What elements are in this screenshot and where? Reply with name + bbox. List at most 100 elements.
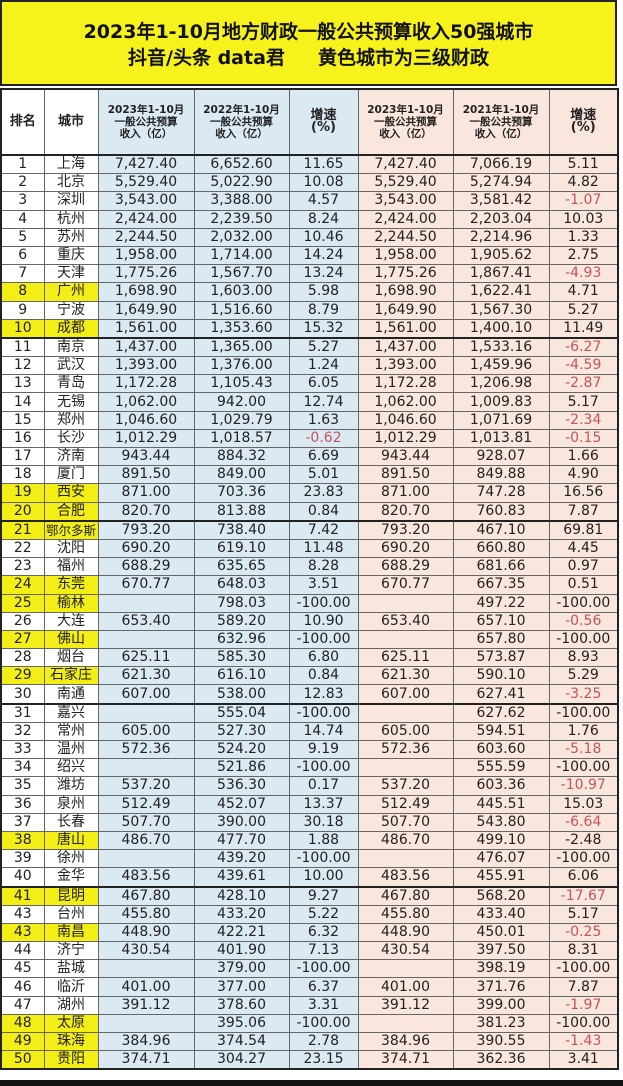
growth-2022-cell: -100.00	[288, 758, 359, 778]
rank-cell: 18	[0, 465, 45, 485]
table-row: 40 金华 483.56 439.61 10.00 483.56 455.91 6.06	[0, 867, 619, 887]
rev-2021-cell: 555.59	[452, 758, 550, 778]
rev-2022-cell: 798.03	[193, 593, 290, 613]
rev-2022-cell: 439.61	[193, 867, 290, 887]
rev-2022-cell: 401.90	[193, 941, 290, 961]
rev-2021-cell: 603.36	[452, 776, 550, 796]
header-row: 排名 城市 2023年1-10月 一般公共预算 收入（亿） 2022年1-10月…	[0, 88, 619, 156]
growth-2022-cell: 8.24	[288, 209, 359, 229]
growth-2022-cell: 7.42	[288, 519, 359, 540]
rev-2021-cell: 476.07	[452, 849, 550, 869]
table-row: 7 天津 1,775.26 1,567.70 13.24 1,775.26 1,867.41…	[0, 264, 619, 284]
growth-2022-cell: 13.37	[288, 794, 359, 814]
rev-2023-cell: 401.00	[97, 977, 195, 997]
rev-2021-cell: 747.28	[452, 483, 550, 503]
table-row: 14 无锡 1,062.00 942.00 12.74 1,062.00 1,009.83 5…	[0, 392, 619, 412]
rev-2023-cell	[97, 629, 195, 650]
table-row: 2 北京 5,529.40 5,022.90 10.08 5,529.40 5,274.94…	[0, 173, 619, 193]
rev-2023b-cell: 1,698.90	[357, 282, 454, 302]
city-cell: 宁波	[43, 300, 99, 320]
rank-cell: 10	[0, 318, 45, 339]
rev-2021-cell: 397.50	[452, 941, 550, 961]
growth-2021-cell: 4.45	[548, 538, 619, 559]
rank-cell: 32	[0, 721, 45, 742]
rev-2023b-cell: 1,012.29	[357, 428, 454, 449]
rank-cell: 50	[0, 1050, 45, 1070]
rev-2023b-cell: 486.70	[357, 830, 454, 851]
city-cell: 东莞	[43, 575, 99, 595]
growth-2022-cell: 23.15	[288, 1050, 359, 1070]
growth-2022-cell: 11.48	[288, 538, 359, 559]
header-2021-revenue: 2021年1-10月 一般公共预算 收入（亿）	[452, 88, 550, 156]
table-row: 8 广州 1,698.90 1,603.00 5.98 1,698.90 1,622.41 4…	[0, 282, 619, 302]
bottom-bar	[0, 1080, 623, 1086]
growth-2022-cell: 7.13	[288, 941, 359, 961]
growth-2022-cell: 6.32	[288, 922, 359, 943]
rev-2021-cell: 543.80	[452, 812, 550, 832]
rev-2021-cell: 390.55	[452, 1031, 550, 1052]
growth-2022-cell: 14.24	[288, 245, 359, 266]
rev-2023-cell: 653.40	[97, 611, 195, 631]
rev-2022-cell: 589.20	[193, 611, 290, 631]
rev-2023b-cell: 374.71	[357, 1050, 454, 1070]
growth-2021-cell: 5.17	[548, 904, 619, 924]
city-cell: 南昌	[43, 922, 99, 943]
table-row: 12 武汉 1,393.00 1,376.00 1.24 1,393.00 1,459.96…	[0, 356, 619, 376]
growth-2021-cell: 1.66	[548, 446, 619, 467]
city-cell: 贵阳	[43, 1050, 99, 1070]
rev-2023b-cell	[357, 1013, 454, 1034]
table-row: 19 西安 871.00 703.36 23.83 871.00 747.28 16.56	[0, 483, 619, 503]
growth-2021-cell: -100.00	[548, 1013, 619, 1034]
growth-2021-cell: -0.25	[548, 922, 619, 943]
rev-2023-cell: 871.00	[97, 483, 195, 503]
rev-2021-cell: 590.10	[452, 666, 550, 686]
table-row: 17 济南 943.44 884.32 6.69 943.44 928.07 1.66	[0, 446, 619, 467]
city-cell: 大连	[43, 611, 99, 631]
rev-2023b-cell: 7,427.40	[357, 154, 454, 175]
rev-2021-cell: 399.00	[452, 995, 550, 1015]
table-row: 10 成都 1,561.00 1,353.60 15.32 1,561.00 1,400.1…	[0, 318, 619, 339]
growth-2021-cell: -5.18	[548, 739, 619, 760]
rev-2023b-cell: 690.20	[357, 538, 454, 559]
city-cell: 常州	[43, 721, 99, 742]
city-cell: 深圳	[43, 191, 99, 211]
growth-2021-cell: 7.87	[548, 501, 619, 522]
rev-2023-cell	[97, 849, 195, 869]
growth-2021-cell: 4.71	[548, 282, 619, 302]
table-row: 26 大连 653.40 589.20 10.90 653.40 657.10 -0.56	[0, 611, 619, 631]
growth-2021-cell: -1.07	[548, 191, 619, 211]
city-cell: 石家庄	[43, 666, 99, 686]
rev-2023b-cell	[357, 758, 454, 778]
rev-2023-cell: 1,046.60	[97, 410, 195, 430]
rev-2022-cell: 635.65	[193, 557, 290, 577]
city-cell: 唐山	[43, 830, 99, 851]
rev-2023-cell: 1,698.90	[97, 282, 195, 302]
rev-2023b-cell: 455.80	[357, 904, 454, 924]
growth-2022-cell: 4.57	[288, 191, 359, 211]
rev-2021-cell: 760.83	[452, 501, 550, 522]
growth-2022-cell: 3.51	[288, 575, 359, 595]
rev-2023-cell: 605.00	[97, 721, 195, 742]
city-cell: 厦门	[43, 465, 99, 485]
growth-2021-cell: -4.59	[548, 356, 619, 376]
rev-2022-cell: 2,032.00	[193, 227, 290, 247]
rev-2023b-cell: 483.56	[357, 867, 454, 887]
growth-2022-cell: -100.00	[288, 849, 359, 869]
rev-2021-cell: 1,071.69	[452, 410, 550, 430]
growth-2022-cell: 8.28	[288, 557, 359, 577]
city-cell: 青岛	[43, 374, 99, 394]
rev-2021-cell: 3,581.42	[452, 191, 550, 211]
table-row: 32 常州 605.00 527.30 14.74 605.00 594.51 1.76	[0, 721, 619, 742]
growth-2021-cell: -1.97	[548, 995, 619, 1015]
rev-2023b-cell: 1,561.00	[357, 318, 454, 339]
rank-cell: 7	[0, 264, 45, 284]
rev-2023-cell: 690.20	[97, 538, 195, 559]
growth-2021-cell: -100.00	[548, 593, 619, 613]
rev-2022-cell: 1,516.60	[193, 300, 290, 320]
growth-2022-cell: 5.22	[288, 904, 359, 924]
growth-2022-cell: 1.88	[288, 830, 359, 851]
growth-2021-cell: -100.00	[548, 702, 619, 723]
city-cell: 无锡	[43, 392, 99, 412]
rev-2021-cell: 667.35	[452, 575, 550, 595]
city-cell: 重庆	[43, 245, 99, 266]
